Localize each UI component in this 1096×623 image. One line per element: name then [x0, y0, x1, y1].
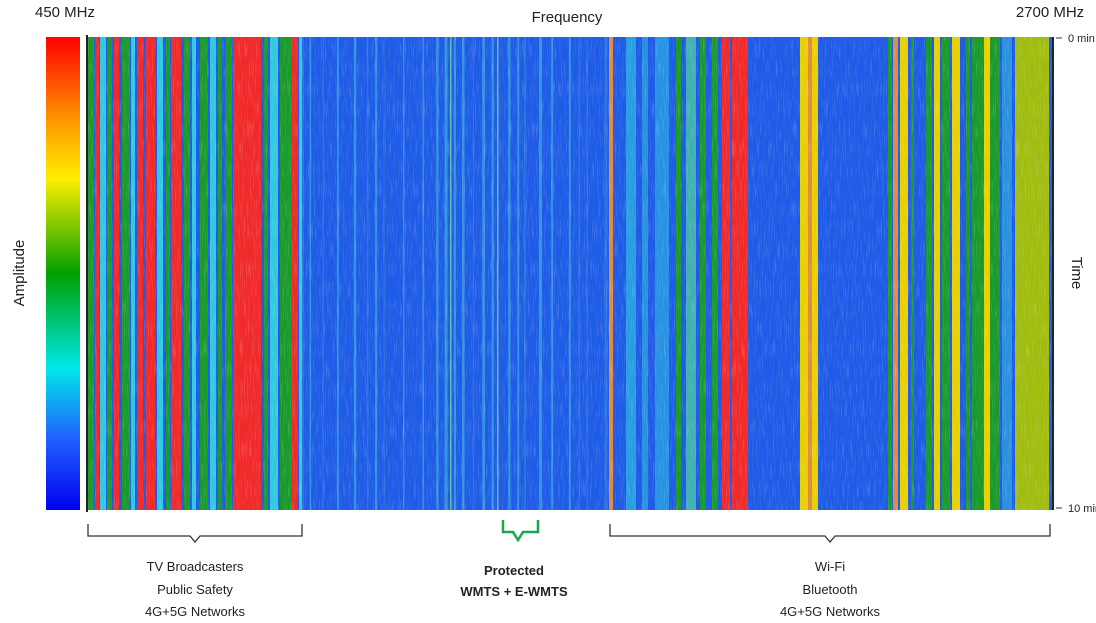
freq-end-label: 2700 MHz [1016, 4, 1084, 21]
time-label: Time [1068, 257, 1085, 290]
spectrogram [87, 37, 1052, 510]
group-label: Public Safety [157, 582, 233, 597]
group-label: 4G+5G Networks [145, 604, 246, 618]
bracket-protected [501, 520, 540, 543]
time-end-label: 10 min [1068, 503, 1096, 515]
freq-axis-title: Frequency [532, 9, 603, 26]
texture [87, 37, 1052, 510]
bracket [87, 524, 303, 544]
group-label: TV Broadcasters [147, 559, 244, 574]
freq-start-label: 450 MHz [35, 4, 95, 21]
group-label: WMTS + E-WMTS [460, 584, 568, 599]
amplitude-label: Amplitude [11, 240, 28, 307]
group-label: Bluetooth [803, 582, 858, 597]
bracket [609, 524, 1051, 544]
group-label: 4G+5G Networks [780, 604, 881, 618]
time-start-label: 0 min [1068, 33, 1095, 45]
group-label: Wi-Fi [815, 559, 845, 574]
group-label: Protected [484, 563, 544, 578]
amplitude-colorbar [46, 37, 80, 510]
